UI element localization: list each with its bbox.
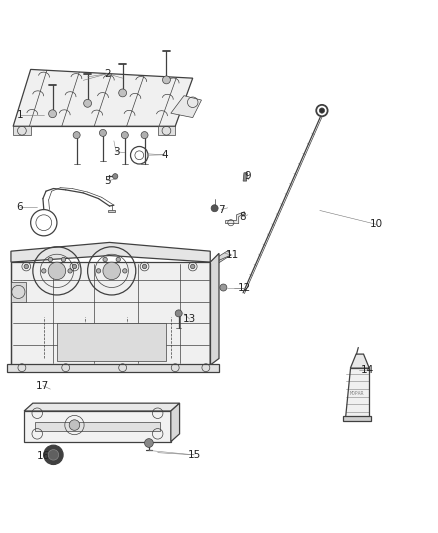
- Text: 1: 1: [16, 110, 23, 120]
- Circle shape: [175, 310, 182, 317]
- Polygon shape: [24, 411, 171, 442]
- Polygon shape: [108, 211, 115, 212]
- Text: 14: 14: [361, 365, 374, 375]
- Text: 5: 5: [104, 176, 111, 185]
- Circle shape: [48, 262, 66, 280]
- Polygon shape: [35, 422, 160, 431]
- Circle shape: [141, 132, 148, 139]
- Text: 17: 17: [36, 381, 49, 391]
- Circle shape: [48, 257, 53, 262]
- Polygon shape: [226, 212, 244, 223]
- Circle shape: [121, 132, 128, 139]
- Polygon shape: [345, 368, 369, 418]
- Circle shape: [99, 130, 106, 136]
- Text: 9: 9: [244, 171, 251, 181]
- Text: 2: 2: [104, 69, 111, 79]
- Circle shape: [116, 257, 120, 262]
- Polygon shape: [210, 253, 219, 365]
- Polygon shape: [243, 173, 247, 181]
- Circle shape: [103, 257, 107, 262]
- Text: 3: 3: [113, 147, 120, 157]
- Text: 13: 13: [183, 314, 196, 324]
- Circle shape: [24, 264, 28, 269]
- Circle shape: [84, 99, 92, 107]
- Text: 7: 7: [218, 205, 225, 215]
- Circle shape: [142, 264, 147, 269]
- Circle shape: [162, 76, 170, 84]
- Circle shape: [69, 420, 80, 430]
- Circle shape: [119, 89, 127, 97]
- Circle shape: [220, 284, 227, 291]
- Circle shape: [68, 269, 72, 273]
- Circle shape: [211, 205, 218, 212]
- Polygon shape: [7, 364, 219, 372]
- Text: 16: 16: [37, 451, 50, 461]
- Polygon shape: [350, 354, 369, 368]
- Circle shape: [96, 269, 101, 273]
- Text: 4: 4: [161, 150, 168, 160]
- Polygon shape: [158, 126, 175, 135]
- Circle shape: [145, 439, 153, 447]
- Polygon shape: [11, 282, 26, 302]
- Circle shape: [61, 257, 66, 262]
- Text: 6: 6: [16, 202, 23, 212]
- Text: 8: 8: [239, 212, 246, 222]
- Polygon shape: [343, 416, 371, 421]
- Text: 15: 15: [187, 450, 201, 460]
- Text: 11: 11: [226, 250, 239, 260]
- Polygon shape: [171, 96, 201, 118]
- Text: MOPAR: MOPAR: [350, 391, 364, 396]
- Polygon shape: [13, 126, 31, 135]
- Circle shape: [113, 174, 118, 179]
- Text: 10: 10: [370, 220, 383, 229]
- Circle shape: [103, 262, 120, 280]
- Circle shape: [191, 264, 195, 269]
- Polygon shape: [57, 324, 166, 361]
- Circle shape: [72, 264, 77, 269]
- Circle shape: [42, 269, 46, 273]
- Polygon shape: [203, 251, 231, 272]
- Polygon shape: [11, 243, 210, 262]
- Circle shape: [123, 269, 127, 273]
- Circle shape: [48, 449, 59, 460]
- Circle shape: [44, 445, 63, 464]
- Polygon shape: [171, 403, 180, 442]
- Circle shape: [73, 132, 80, 139]
- Circle shape: [49, 110, 57, 118]
- Text: 12: 12: [238, 282, 251, 293]
- Polygon shape: [24, 403, 180, 411]
- Polygon shape: [13, 69, 193, 126]
- Circle shape: [319, 108, 325, 113]
- Polygon shape: [11, 262, 210, 365]
